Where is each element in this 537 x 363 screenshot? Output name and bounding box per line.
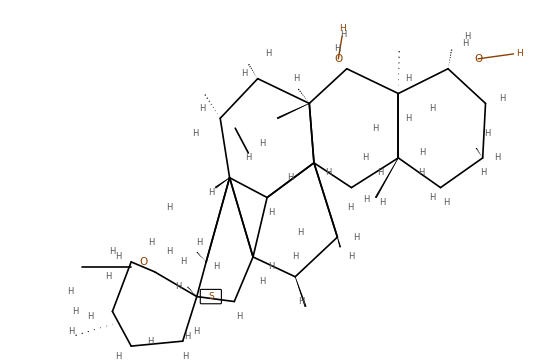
Text: S: S xyxy=(208,292,214,301)
Text: H: H xyxy=(340,29,346,38)
Text: H: H xyxy=(419,148,426,158)
Text: H: H xyxy=(105,272,112,281)
Text: H: H xyxy=(418,168,425,177)
Text: H: H xyxy=(236,312,242,321)
Text: H: H xyxy=(259,277,266,286)
Text: H: H xyxy=(349,252,354,261)
Text: H: H xyxy=(292,252,299,261)
Text: H: H xyxy=(115,252,121,261)
Text: O: O xyxy=(334,54,343,64)
Text: H: H xyxy=(297,228,303,237)
Text: H: H xyxy=(378,168,384,177)
Text: H: H xyxy=(148,238,154,246)
Text: H: H xyxy=(67,287,74,296)
Text: H: H xyxy=(363,195,369,204)
Polygon shape xyxy=(277,103,309,119)
Text: H: H xyxy=(242,69,248,78)
Text: H: H xyxy=(259,139,266,147)
Text: H: H xyxy=(180,257,187,266)
Text: H: H xyxy=(484,129,491,138)
Text: H: H xyxy=(499,94,505,103)
Text: H: H xyxy=(481,168,487,177)
Text: H: H xyxy=(353,233,359,242)
Text: H: H xyxy=(197,238,203,246)
Text: H: H xyxy=(347,203,354,212)
Text: H: H xyxy=(68,327,74,336)
Text: O: O xyxy=(139,257,148,267)
Text: O: O xyxy=(474,54,482,64)
Text: H: H xyxy=(175,282,181,291)
Text: H: H xyxy=(192,129,198,138)
Text: H: H xyxy=(334,44,340,53)
Text: H: H xyxy=(268,262,275,272)
Text: H: H xyxy=(109,248,115,257)
Text: H: H xyxy=(462,40,468,49)
Text: H: H xyxy=(372,124,378,133)
FancyBboxPatch shape xyxy=(200,289,221,304)
Text: H: H xyxy=(379,198,386,207)
Text: H: H xyxy=(245,154,251,162)
Text: H: H xyxy=(72,307,78,316)
Text: H: H xyxy=(429,193,436,202)
Text: H: H xyxy=(87,312,93,321)
Text: H: H xyxy=(405,74,412,83)
Text: H: H xyxy=(208,188,214,197)
Text: H: H xyxy=(339,24,345,33)
Text: H: H xyxy=(166,203,173,212)
Text: H: H xyxy=(405,114,412,123)
Polygon shape xyxy=(375,158,398,198)
Text: H: H xyxy=(194,327,200,336)
Text: H: H xyxy=(147,337,153,346)
Text: H: H xyxy=(183,351,188,360)
Text: H: H xyxy=(429,104,436,113)
Text: H: H xyxy=(293,74,299,83)
Text: H: H xyxy=(213,262,220,272)
Text: H: H xyxy=(516,49,523,58)
Polygon shape xyxy=(337,237,340,247)
Text: H: H xyxy=(465,32,471,41)
Text: H: H xyxy=(265,49,271,58)
Text: H: H xyxy=(297,297,304,306)
Polygon shape xyxy=(295,277,306,307)
Polygon shape xyxy=(215,178,230,188)
Text: H: H xyxy=(362,154,369,162)
Text: H: H xyxy=(325,168,331,177)
Text: H: H xyxy=(184,332,191,341)
Text: H: H xyxy=(287,173,294,182)
Text: H: H xyxy=(495,154,501,162)
Text: H: H xyxy=(199,104,206,113)
Text: H: H xyxy=(443,198,449,207)
Text: H: H xyxy=(115,351,121,360)
Text: H: H xyxy=(166,248,173,257)
Text: H: H xyxy=(268,208,275,217)
